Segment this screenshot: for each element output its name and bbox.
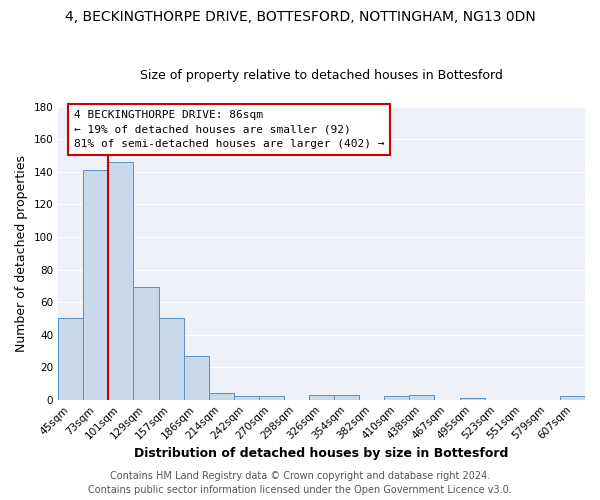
Bar: [385, 396, 409, 400]
Bar: [460, 398, 485, 400]
Y-axis label: Number of detached properties: Number of detached properties: [15, 155, 28, 352]
X-axis label: Distribution of detached houses by size in Bottesford: Distribution of detached houses by size …: [134, 447, 509, 460]
Bar: [234, 396, 259, 400]
Title: Size of property relative to detached houses in Bottesford: Size of property relative to detached ho…: [140, 69, 503, 82]
Text: Contains HM Land Registry data © Crown copyright and database right 2024.
Contai: Contains HM Land Registry data © Crown c…: [88, 471, 512, 495]
Bar: [158, 318, 184, 400]
Bar: [109, 162, 133, 400]
Bar: [58, 318, 83, 400]
Bar: [184, 356, 209, 400]
Text: 4, BECKINGTHORPE DRIVE, BOTTESFORD, NOTTINGHAM, NG13 0DN: 4, BECKINGTHORPE DRIVE, BOTTESFORD, NOTT…: [65, 10, 535, 24]
Bar: [259, 396, 284, 400]
Bar: [560, 396, 585, 400]
Bar: [334, 395, 359, 400]
Text: 4 BECKINGTHORPE DRIVE: 86sqm
← 19% of detached houses are smaller (92)
81% of se: 4 BECKINGTHORPE DRIVE: 86sqm ← 19% of de…: [74, 110, 385, 150]
Bar: [133, 288, 158, 400]
Bar: [209, 393, 234, 400]
Bar: [309, 395, 334, 400]
Bar: [409, 395, 434, 400]
Bar: [83, 170, 109, 400]
